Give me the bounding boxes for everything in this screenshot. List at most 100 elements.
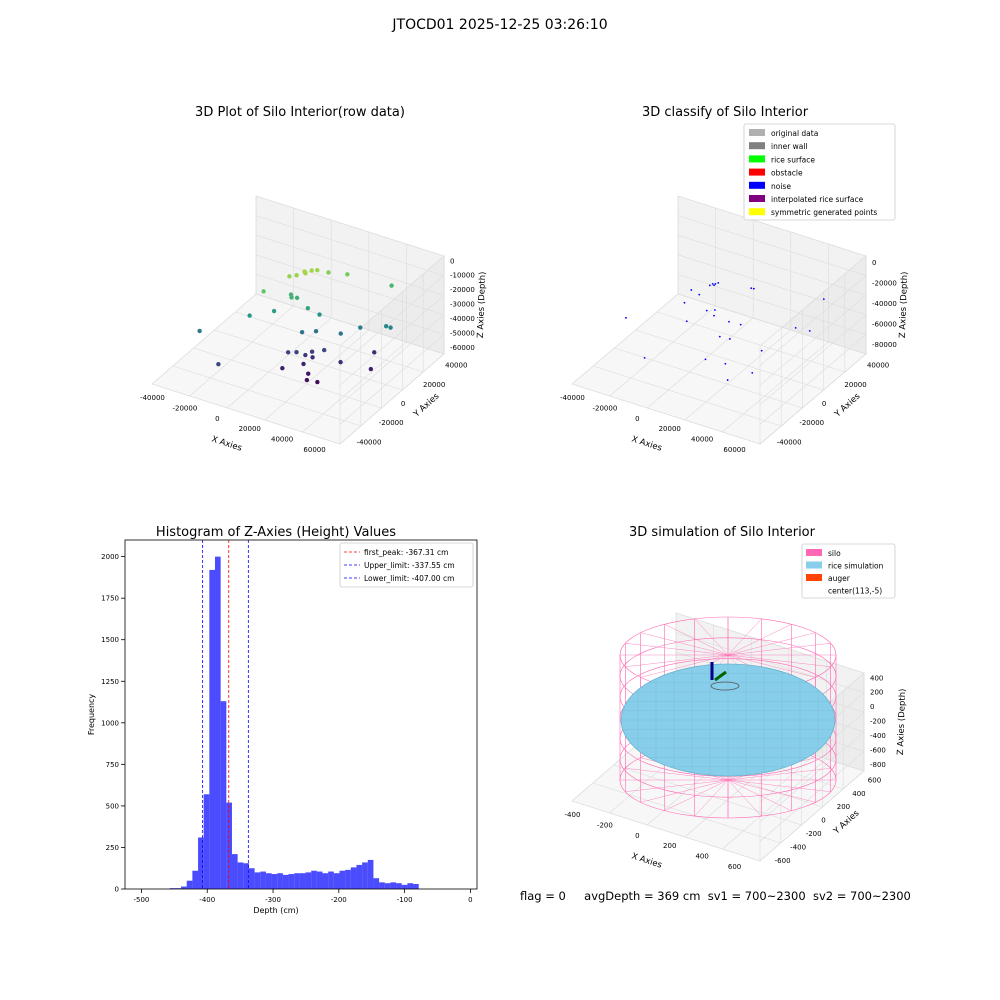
chart-title: 3D classify of Silo Interior [642,105,809,120]
legend-swatch [749,142,765,150]
silo-wire [694,618,729,656]
histogram-bar [294,873,300,889]
histogram-bar [362,862,368,889]
y-tick-label: 0 [115,886,119,894]
silo-wire [727,643,831,656]
data-point [326,270,331,275]
p2-z-axis-label: Z Axies (Depth) [898,271,910,338]
silo-wire [727,618,762,656]
p1-z-tick-label: -50000 [450,329,475,337]
histogram-bar [277,873,283,889]
histogram-bar [305,872,312,889]
histogram-bar [198,837,204,889]
y-tick-label: 500 [106,802,119,810]
histogram-bar [384,883,391,889]
histogram-bar [186,880,193,889]
histogram-bar [356,864,363,889]
p2-z-tick-label: -80000 [872,341,897,349]
noise-point [625,316,627,319]
noise-point [711,282,714,285]
histogram-bar [367,859,374,889]
x-tick-label: -100 [397,896,413,904]
p1-z-tick-label: 0 [450,257,454,265]
legend-label: rice surface [771,155,815,164]
noise-point [760,349,763,352]
p1-y-tick-label: -40000 [357,438,382,446]
auger-arm [714,670,727,682]
legend-swatch [749,155,765,163]
data-point [294,295,300,301]
noise-point [713,284,715,287]
histogram-bar [316,871,323,889]
silo-wire [625,779,729,792]
y-tick-label: 1000 [101,719,119,727]
noise-point [690,289,693,291]
p2-gridline [677,256,867,355]
data-point [197,328,202,334]
p2-x-tick-label: 0 [635,415,639,423]
p2-x-tick-label: -20000 [592,404,617,412]
noise-point [714,309,716,311]
p4-z-tick-label: 0 [870,703,874,711]
noise-point [739,323,742,326]
noise-point [751,371,754,374]
noise-point [808,329,811,332]
p4-y-tick-label: 0 [821,817,825,825]
histogram-bar [169,888,176,889]
noise-point [714,283,717,285]
p2-y-tick-label: 0 [822,400,826,408]
p2-x-tick-label: 60000 [723,446,745,454]
histogram-bar [181,886,187,889]
p4-x-tick-label: 200 [663,842,676,850]
chart-title: Histogram of Z-Axies (Height) Values [156,525,396,540]
data-point [309,268,314,273]
p2-y-tick-label: -20000 [799,419,824,427]
legend-label: silo [828,549,841,558]
p4-y-tick-label: -200 [806,830,822,838]
noise-point [705,309,708,312]
p4-z-axis-label: Z Axies (Depth) [896,688,908,755]
legend-swatch [749,181,765,189]
p1-x-tick-label: -40000 [140,394,165,402]
histogram-bar [192,870,199,889]
noise-point [822,298,825,301]
y-tick-label: 2000 [101,553,119,561]
p1-z-tick-label: -10000 [450,272,475,280]
data-point [216,362,221,367]
histogram-bar [407,883,414,889]
p1-z-tick-label: -30000 [450,301,475,309]
y-tick-label: 1500 [101,636,119,644]
histogram-bar [328,871,334,889]
p1-x-axis-label: X Axies [210,434,243,453]
p2-y-axis-label: Y Axies [832,391,863,420]
p4-y-tick-label: -400 [790,844,806,852]
histogram-bar [390,882,397,889]
chart-histogram: Histogram of Z-Axies (Height) Values -500… [87,525,478,915]
chart-simulation: 3D simulation of Silo Interior-400-20002… [565,525,909,871]
p4-x-axis-label: X Axies [630,851,663,870]
p4-z-tick-label: 400 [870,674,883,682]
auger-head [710,681,740,691]
histogram-bar [299,873,306,889]
silo-wire [727,768,831,781]
noise-point [728,338,731,340]
p4-y-tick-label: 200 [837,803,850,811]
data-point [338,331,343,336]
legend-label: center(113,-5) [828,587,882,596]
legend-box [743,123,896,221]
y-tick-label: 1250 [101,678,119,686]
noise-point [704,358,707,361]
histogram-bar [254,872,261,889]
legend-swatch [806,549,822,556]
histogram-bar [373,878,380,889]
p4-y-tick-label: 400 [852,790,865,798]
noise-point [724,362,727,365]
legend-label: Lower_limit: -407.00 cm [364,574,454,583]
p4-x-tick-label: -400 [565,811,581,819]
status-sv2: sv2 = 700~2300 [812,889,911,903]
p1-x-tick-label: 60000 [303,446,325,454]
p2-x-axis-label: X Axies [630,434,663,453]
x-tick-label: -500 [134,896,150,904]
histogram-bar [260,871,266,889]
p2-z-tick-label: 0 [872,259,876,267]
